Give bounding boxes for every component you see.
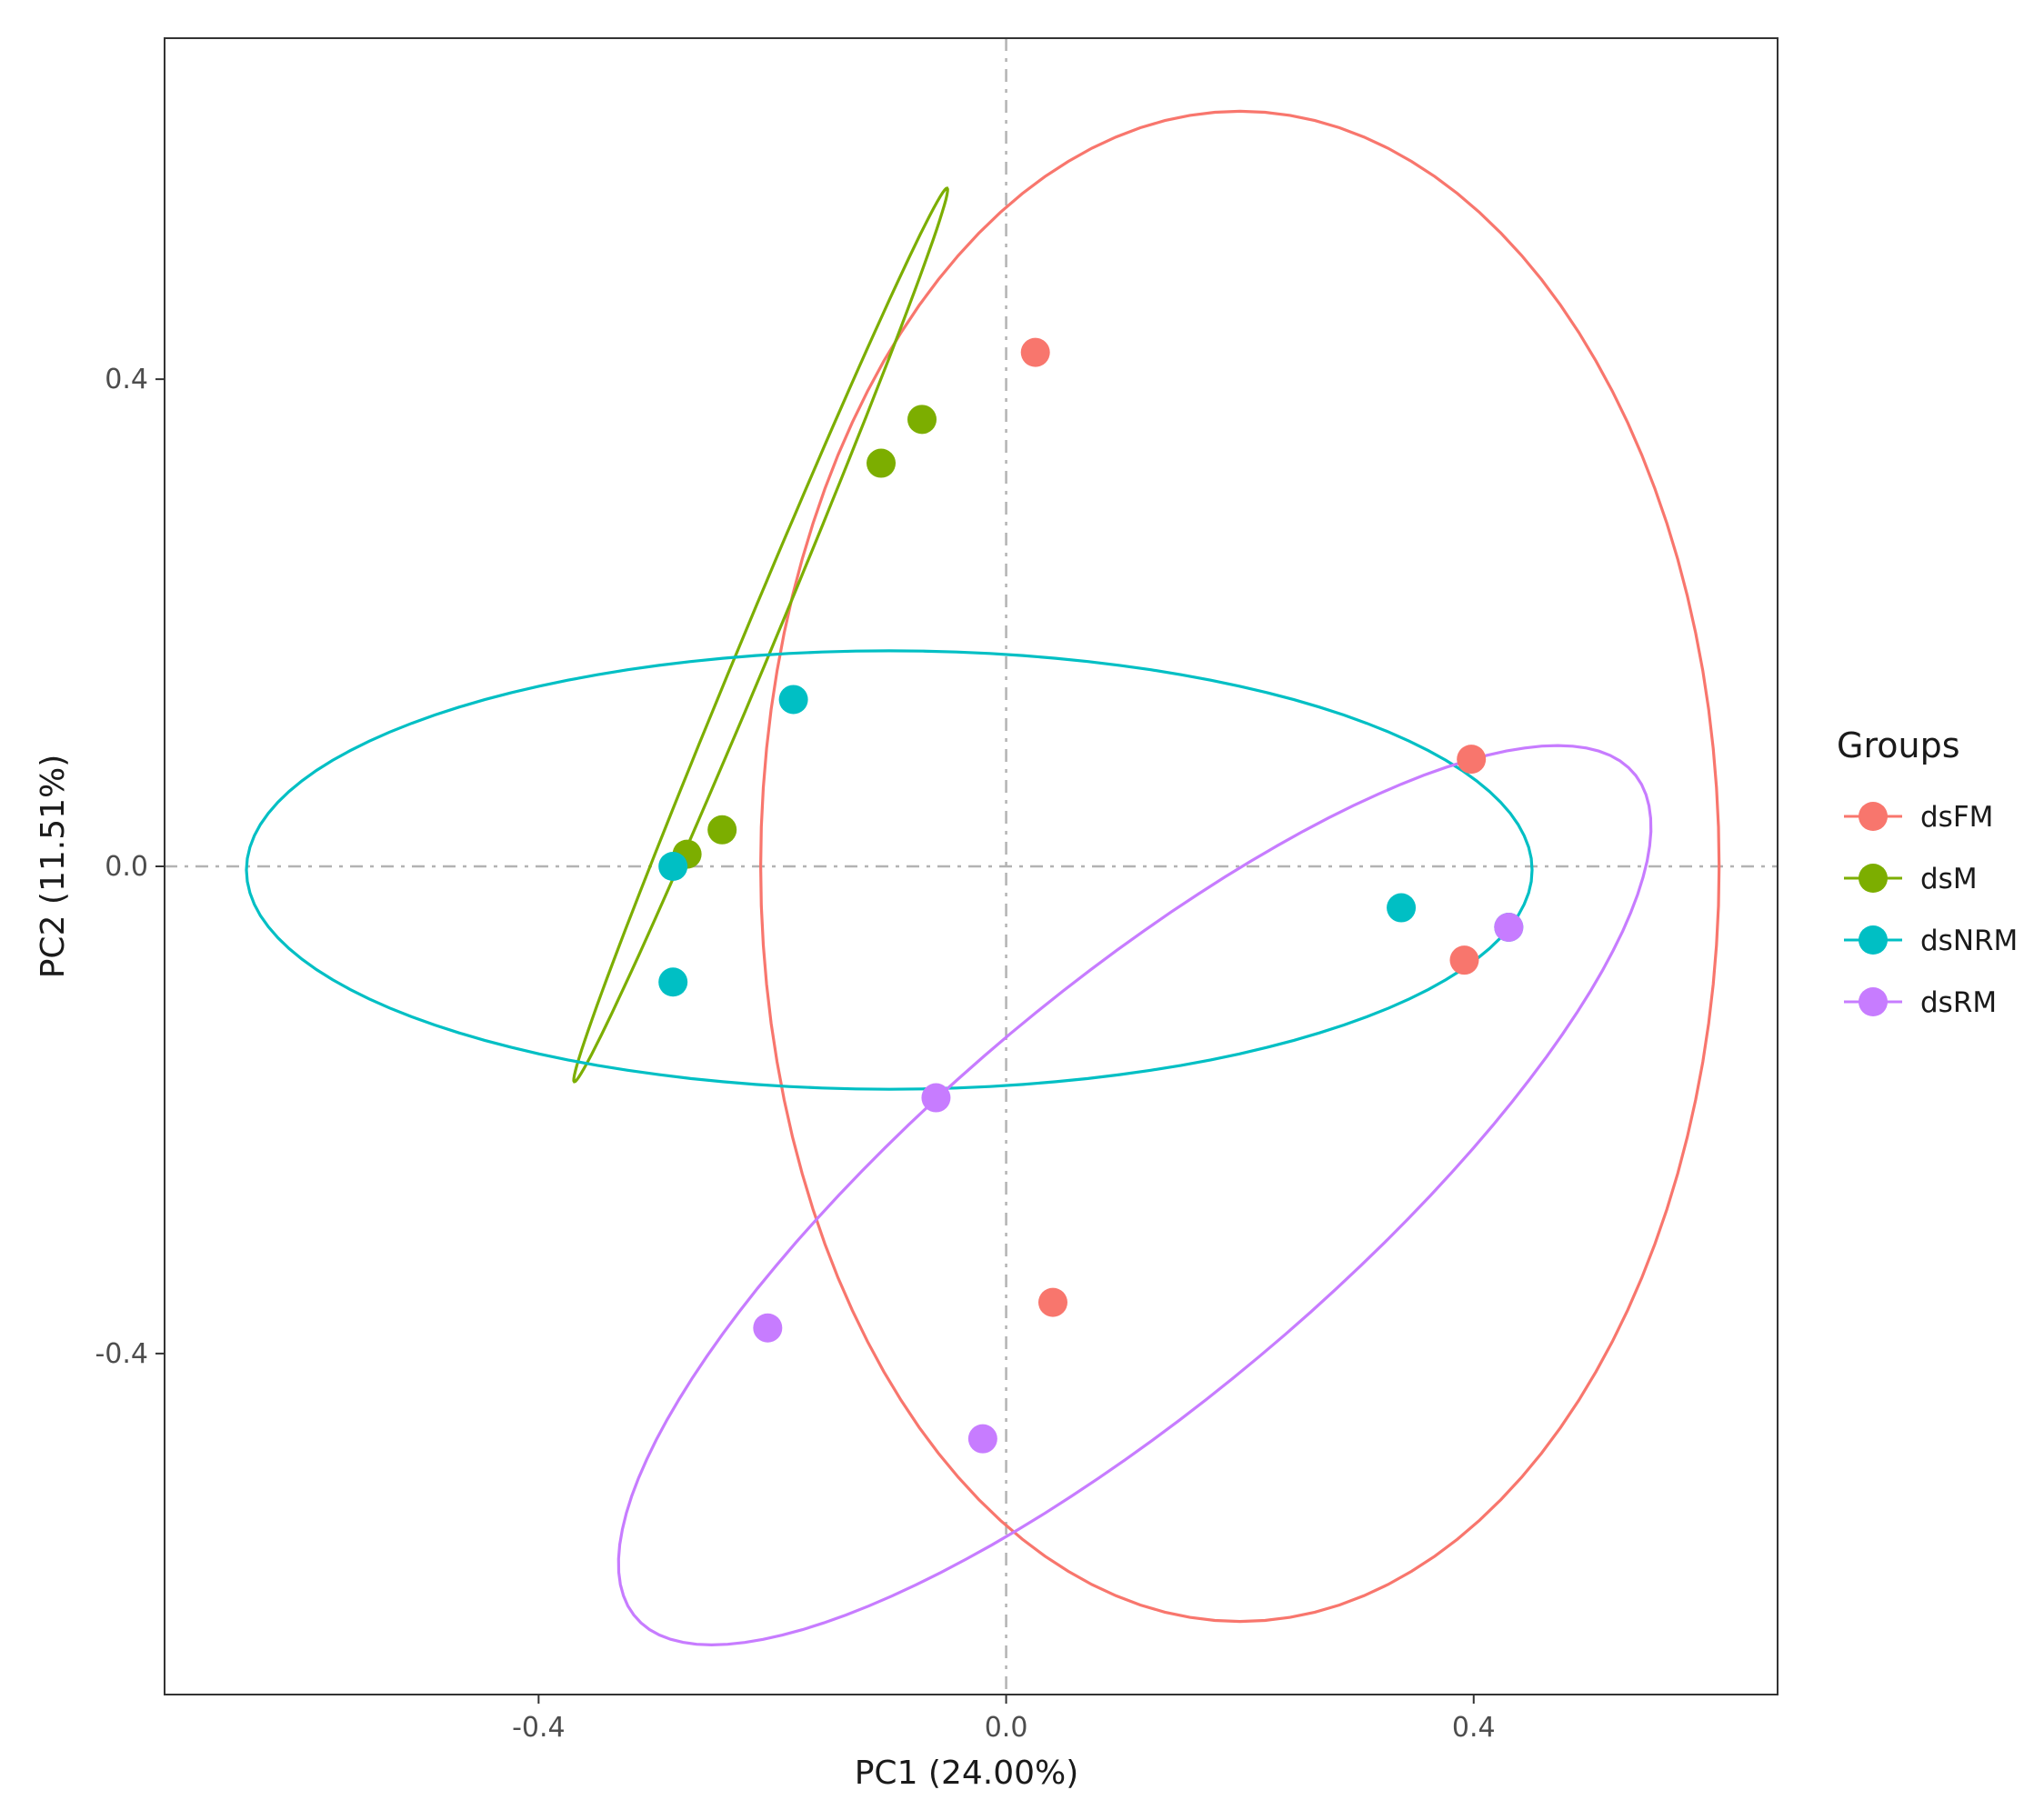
plot-area xyxy=(164,37,1778,1695)
x-tick-label: 0.4 xyxy=(1452,1712,1496,1744)
legend-item-dsM: dsM xyxy=(1844,863,1978,895)
point-dsFM-4 xyxy=(1037,1287,1067,1317)
legend-item-dsFM: dsFM xyxy=(1844,801,1993,834)
legend-label: dsFM xyxy=(1920,801,1993,834)
ellipse-dsM xyxy=(572,186,949,1084)
legend-key-dot xyxy=(1859,802,1888,831)
point-dsM-2 xyxy=(867,448,897,478)
x-tick-label: 0.0 xyxy=(985,1712,1028,1744)
y-axis-title: PC2 (11.51%) xyxy=(35,755,72,979)
legend-items: dsFM dsM dsNRM dsRM xyxy=(1844,801,2018,1019)
x-axis-ticks: -0.4 0.0 0.4 xyxy=(512,1695,1496,1744)
point-dsFM-2 xyxy=(1457,745,1487,775)
ellipse-dsFM xyxy=(758,109,1721,1624)
legend-label: dsM xyxy=(1920,863,1978,895)
point-dsFM-1 xyxy=(1020,337,1050,367)
legend-title: Groups xyxy=(1837,725,1960,765)
x-axis-title: PC1 (24.00%) xyxy=(855,1755,1079,1792)
y-tick-label: 0.0 xyxy=(105,851,148,883)
legend-item-dsNRM: dsNRM xyxy=(1844,925,2018,957)
data-points xyxy=(658,337,1524,1454)
point-dsRM-4 xyxy=(967,1424,997,1454)
legend: Groups dsFM dsM dsNRM dsRM xyxy=(1837,725,2018,1019)
legend-key-dot xyxy=(1859,925,1888,955)
point-dsRM-3 xyxy=(753,1313,783,1343)
point-dsM-1 xyxy=(907,405,937,435)
point-dsRM-1 xyxy=(1494,912,1524,942)
point-dsNRM-2 xyxy=(658,852,688,881)
legend-label: dsRM xyxy=(1920,986,1997,1019)
point-dsM-3 xyxy=(707,815,737,845)
point-dsFM-3 xyxy=(1449,945,1479,975)
legend-key-dot xyxy=(1859,864,1888,893)
point-dsNRM-4 xyxy=(1387,893,1417,923)
confidence-ellipses xyxy=(245,109,1721,1647)
axes: -0.4 0.0 0.4 -0.4 0.0 0.4 PC1 (24.00%) PC2 (… xyxy=(35,364,1496,1792)
y-tick-label: -0.4 xyxy=(95,1338,148,1370)
legend-item-dsRM: dsRM xyxy=(1844,986,1997,1019)
x-tick-label: -0.4 xyxy=(512,1712,566,1744)
reference-lines xyxy=(165,38,1778,1695)
ellipse-dsRM xyxy=(616,744,1653,1647)
point-dsNRM-1 xyxy=(778,685,808,715)
y-tick-label: 0.4 xyxy=(105,364,148,395)
ellipse-dsNRM xyxy=(245,649,1534,1091)
y-axis-ticks: -0.4 0.0 0.4 xyxy=(95,364,165,1370)
legend-key-dot xyxy=(1859,987,1888,1016)
point-dsRM-2 xyxy=(921,1083,951,1113)
point-dsNRM-3 xyxy=(658,967,688,997)
legend-label: dsNRM xyxy=(1920,925,2018,957)
